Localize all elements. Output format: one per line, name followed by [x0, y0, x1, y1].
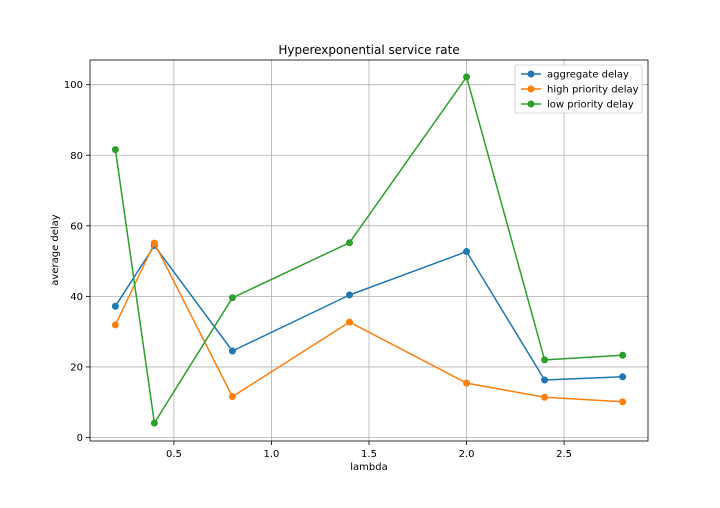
legend-item: high priority delay	[521, 85, 639, 96]
legend-label: high priority delay	[547, 85, 639, 96]
y-axis-label: average delay	[50, 214, 61, 286]
data-point-low-priority-delay	[111, 146, 119, 154]
x-tick-label: 1.0	[263, 449, 279, 460]
data-point-high-priority-delay	[150, 239, 158, 247]
data-point-aggregate-delay	[345, 291, 353, 299]
legend-swatch-marker	[527, 100, 535, 108]
x-tick-label: 2.5	[556, 449, 572, 460]
data-point-high-priority-delay	[541, 393, 549, 401]
data-point-aggregate-delay	[541, 376, 549, 384]
y-tick-label: 0	[77, 433, 83, 444]
data-point-low-priority-delay	[463, 73, 471, 81]
data-point-low-priority-delay	[228, 294, 236, 302]
data-point-low-priority-delay	[541, 356, 549, 364]
data-point-low-priority-delay	[345, 239, 353, 247]
data-point-low-priority-delay	[150, 419, 158, 427]
axes: 0.5 1.0 1.5 2.0 2.5 0 20 40 60 80 100	[64, 80, 572, 460]
x-tick-label: 2.0	[459, 449, 475, 460]
y-tick-label: 20	[70, 362, 83, 373]
data-point-high-priority-delay	[228, 393, 236, 401]
legend-label: low priority delay	[547, 100, 634, 111]
legend-swatch-marker	[527, 70, 535, 78]
chart-title: Hyperexponential service rate	[278, 43, 459, 57]
legend-label: aggregate delay	[547, 70, 629, 81]
data-point-high-priority-delay	[619, 398, 627, 406]
y-tick-label: 100	[64, 80, 83, 91]
y-tick-label: 80	[70, 151, 83, 162]
legend-box	[514, 64, 643, 114]
x-tick-label: 0.5	[166, 449, 182, 460]
x-axis-label: lambda	[350, 462, 387, 473]
legend-swatch-marker	[527, 85, 535, 93]
legend-item: low priority delay	[521, 100, 634, 111]
y-tick-label: 60	[70, 221, 83, 232]
data-point-high-priority-delay	[463, 379, 471, 387]
data-point-aggregate-delay	[619, 373, 627, 381]
series-low-priority-delay	[111, 73, 627, 427]
legend-item: aggregate delay	[521, 70, 629, 81]
data-point-low-priority-delay	[619, 351, 627, 359]
y-tick-label: 40	[70, 292, 83, 303]
data-point-high-priority-delay	[345, 318, 353, 326]
grid	[90, 60, 648, 441]
data-point-aggregate-delay	[463, 248, 471, 256]
series-layer	[111, 73, 627, 427]
data-point-aggregate-delay	[228, 347, 236, 355]
series-high-priority-delay	[111, 239, 627, 406]
data-point-aggregate-delay	[111, 302, 119, 310]
data-point-high-priority-delay	[111, 321, 119, 329]
legend: aggregate delay high priority delay low pr…	[514, 64, 643, 114]
x-tick-label: 1.5	[361, 449, 377, 460]
